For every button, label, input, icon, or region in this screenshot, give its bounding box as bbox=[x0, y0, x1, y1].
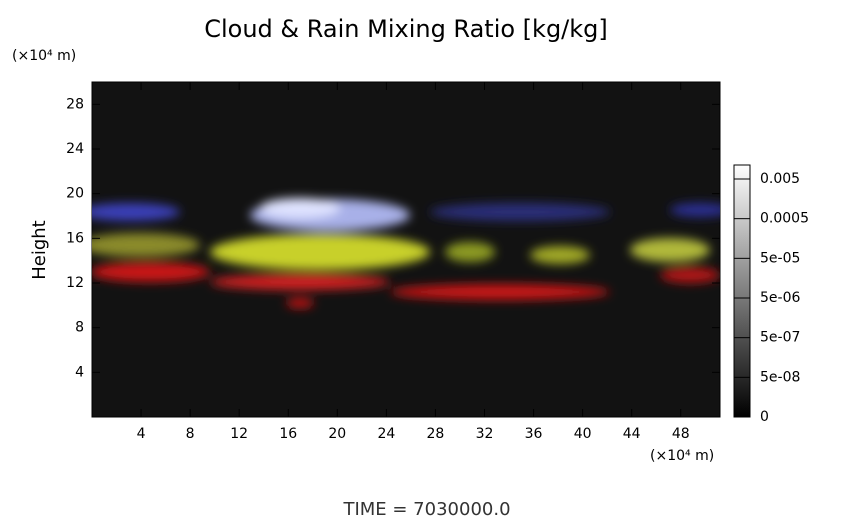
time-label: TIME = 7030000.0 bbox=[342, 499, 510, 519]
cloud-render bbox=[92, 198, 720, 308]
colorbar-tick-label: 0.0005 bbox=[760, 211, 809, 227]
x-tick-label: 8 bbox=[186, 426, 195, 442]
y-axis-label: Height bbox=[29, 220, 50, 280]
colorbar-tick-label: 5e-06 bbox=[760, 290, 800, 306]
x-tick-label: 32 bbox=[476, 426, 494, 442]
y-tick-label: 4 bbox=[75, 364, 84, 380]
x-tick-label: 20 bbox=[328, 426, 346, 442]
colorbar bbox=[733, 164, 751, 418]
colorbar-tick-label: 5e-07 bbox=[760, 330, 800, 346]
x-tick-label: 28 bbox=[427, 426, 445, 442]
x-tick-label: 36 bbox=[525, 426, 543, 442]
x-tick-label: 12 bbox=[230, 426, 248, 442]
x-tick-label: 24 bbox=[377, 426, 395, 442]
x-tick-label: 40 bbox=[574, 426, 592, 442]
y-tick-label: 8 bbox=[75, 320, 84, 336]
y-tick-label: 16 bbox=[66, 230, 84, 246]
colorbar-tick-label: 5e-05 bbox=[760, 250, 800, 266]
x-tick-label: 4 bbox=[137, 426, 146, 442]
x-tick-label: 16 bbox=[279, 426, 297, 442]
colorbar-tick-label: 0 bbox=[760, 409, 769, 425]
y-tick-label: 24 bbox=[66, 141, 84, 157]
x-unit: (×10⁴ m) bbox=[650, 448, 714, 464]
y-tick-label: 12 bbox=[66, 275, 84, 291]
chart-title: Cloud & Rain Mixing Ratio [kg/kg] bbox=[204, 15, 608, 43]
colorbar-body bbox=[733, 164, 751, 418]
y-tick-label: 20 bbox=[66, 186, 84, 202]
colorbar-tick-label: 5e-08 bbox=[760, 369, 800, 385]
y-unit: (×10⁴ m) bbox=[12, 48, 76, 64]
colorbar-tick-label: 0.005 bbox=[760, 171, 800, 187]
x-tick-label: 44 bbox=[623, 426, 641, 442]
x-tick-label: 48 bbox=[672, 426, 690, 442]
y-tick-label: 28 bbox=[66, 96, 84, 112]
